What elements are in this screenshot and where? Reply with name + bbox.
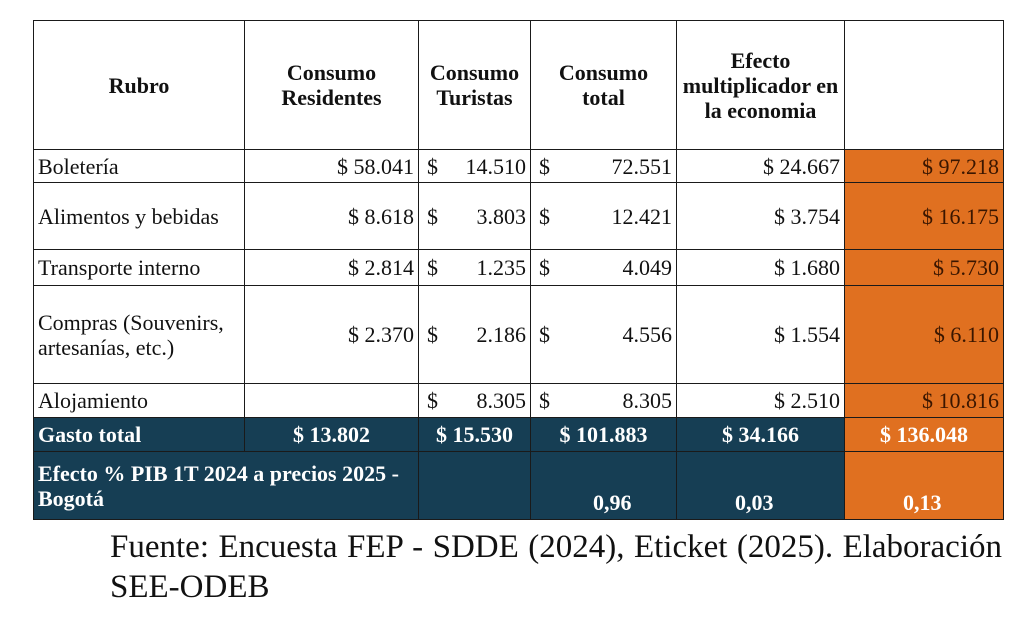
row-rubro: Transporte interno: [33, 249, 245, 286]
row-multiplicador: $ 1.554: [676, 285, 845, 384]
row-gasto: $ 5.730: [844, 249, 1004, 286]
table-row: Compras (Souvenirs, artesanías, etc.) $ …: [33, 285, 1004, 384]
total-turistas: $ 15.530: [418, 417, 531, 452]
row-multiplicador: $ 1.680: [676, 249, 845, 286]
row-turistas: $1.235: [418, 249, 531, 286]
total-residentes: $ 13.802: [244, 417, 419, 452]
efecto-gasto: 0,13: [844, 451, 1004, 520]
header-row: Rubro Consumo Residentes Consumo Turista…: [33, 20, 1004, 150]
row-turistas: $3.803: [418, 182, 531, 250]
row-residentes: $ 2.814: [244, 249, 419, 286]
row-multiplicador: $ 24.667: [676, 149, 845, 183]
total-multiplicador: $ 34.166: [676, 417, 845, 452]
efecto-multiplicador: 0,03: [676, 451, 845, 520]
header-consumo-turistas: Consumo Turistas: [418, 20, 531, 150]
row-gasto: $ 10.816: [844, 383, 1004, 418]
table-row: Alimentos y bebidas $ 8.618 $3.803 $12.4…: [33, 182, 1004, 250]
row-rubro: Boletería: [33, 149, 245, 183]
row-residentes: [244, 383, 419, 418]
row-total: $72.551: [530, 149, 677, 183]
row-rubro: Compras (Souvenirs, artesanías, etc.): [33, 285, 245, 384]
row-total: $4.556: [530, 285, 677, 384]
header-consumo-residentes: Consumo Residentes: [244, 20, 419, 150]
total-row: Gasto total $ 13.802 $ 15.530 $ 101.883 …: [33, 417, 1004, 452]
total-gasto: $ 136.048: [844, 417, 1004, 452]
total-consumo: $ 101.883: [530, 417, 677, 452]
row-total: $4.049: [530, 249, 677, 286]
row-gasto: $ 16.175: [844, 182, 1004, 250]
table-row: Transporte interno $ 2.814 $1.235 $4.049…: [33, 249, 1004, 286]
header-consumo-total: Consumo total: [530, 20, 677, 150]
source-note: Fuente: Encuesta FEP - SDDE (2024), Etic…: [110, 529, 1002, 605]
row-multiplicador: $ 2.510: [676, 383, 845, 418]
efecto-total: 0,96: [530, 451, 677, 520]
row-turistas: $8.305: [418, 383, 531, 418]
row-gasto: $ 6.110: [844, 285, 1004, 384]
header-efecto-multiplicador: Efecto multiplicador en la economia: [676, 20, 845, 150]
table-row: Alojamiento $8.305 $8.305 $ 2.510 $ 10.8…: [33, 383, 1004, 418]
row-total: $12.421: [530, 182, 677, 250]
row-residentes: $ 58.041: [244, 149, 419, 183]
row-gasto: $ 97.218: [844, 149, 1004, 183]
row-rubro: Alojamiento: [33, 383, 245, 418]
header-gasto-total-efecto: Gasto Total + Efecto Multiplicador: [844, 20, 1004, 150]
row-residentes: $ 8.618: [244, 182, 419, 250]
row-residentes: $ 2.370: [244, 285, 419, 384]
spending-table: Rubro Consumo Residentes Consumo Turista…: [33, 20, 1004, 520]
row-total: $8.305: [530, 383, 677, 418]
row-rubro: Alimentos y bebidas: [33, 182, 245, 250]
efecto-turistas: [418, 451, 531, 520]
table-row: Boletería $ 58.041 $14.510 $72.551 $ 24.…: [33, 149, 1004, 183]
row-turistas: $14.510: [418, 149, 531, 183]
row-turistas: $2.186: [418, 285, 531, 384]
row-multiplicador: $ 3.754: [676, 182, 845, 250]
header-rubro: Rubro: [33, 20, 245, 150]
efecto-pib-row: Efecto % PIB 1T 2024 a precios 2025 - Bo…: [33, 451, 1004, 520]
total-label: Gasto total: [33, 417, 245, 452]
efecto-label: Efecto % PIB 1T 2024 a precios 2025 - Bo…: [33, 451, 419, 520]
